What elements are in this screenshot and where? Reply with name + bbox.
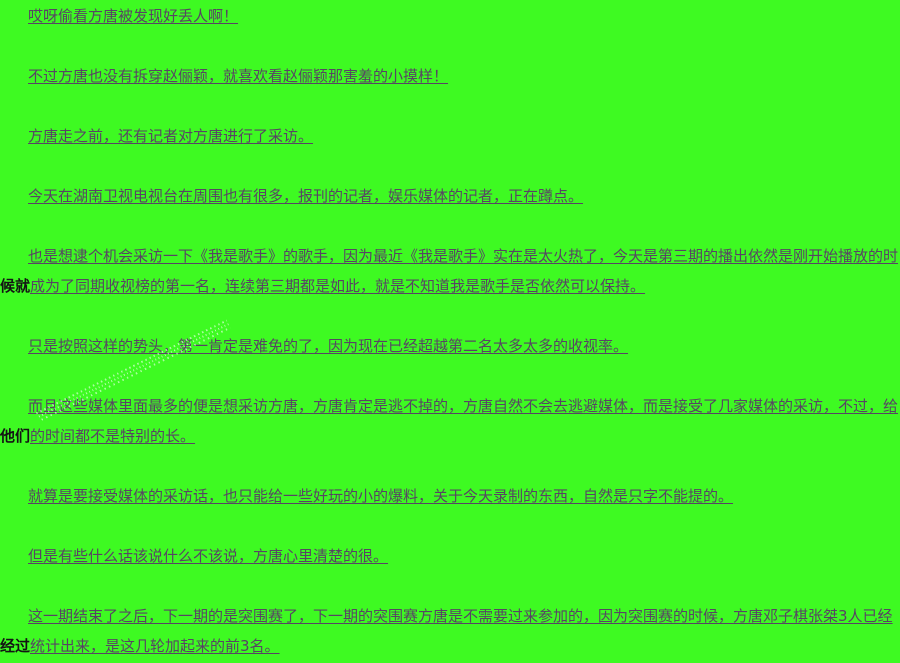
novel-paragraph: 哎呀偷看方唐被发现好丢人啊！ [0, 1, 900, 31]
paragraph-text-run: 这一期结束了之后，下一期的是突围赛了，下一期的突围赛方唐是不需要过来参加的，因为… [28, 607, 893, 625]
overflow-text-run: 经过 [0, 637, 31, 655]
paragraph-text-run: 统计出来，是这几轮加起来的前3名。 [30, 637, 280, 655]
paragraph-text-run: 哎呀偷看方唐被发现好丢人啊！ [28, 7, 239, 25]
overflow-text-run: 候就 [0, 277, 31, 295]
novel-paragraph: 只是按照这样的势头，第一肯定是难免的了，因为现在已经超越第二名太多太多的收视率。 [0, 331, 900, 361]
paragraph-text-run: 也是想逮个机会采访一下《我是歌手》的歌手，因为最近《我是歌手》实在是太火热了，今… [28, 247, 899, 265]
novel-paragraph: 而且这些媒体里面最多的便是想采访方唐，方唐肯定是逃不掉的，方唐自然不会去逃避媒体… [0, 391, 900, 451]
paragraph-text-run: 但是有些什么话该说什么不该说，方唐心里清楚的很。 [28, 547, 389, 565]
paragraph-text-run: 成为了同期收视榜的第一名，连续第三期都是如此，就是不知道我是歌手是否依然可以保持… [30, 277, 646, 295]
novel-paragraph: 今天在湖南卫视电视台在周围也有很多，报刊的记者，娱乐媒体的记者，正在蹲点。 [0, 181, 900, 211]
paragraph-text-run: 今天在湖南卫视电视台在周围也有很多，报刊的记者，娱乐媒体的记者，正在蹲点。 [28, 187, 584, 205]
paragraph-text-run: 而且这些媒体里面最多的便是想采访方唐，方唐肯定是逃不掉的，方唐自然不会去逃避媒体… [28, 397, 899, 415]
paragraph-text-run: 只是按照这样的势头，第一肯定是难免的了，因为现在已经超越第二名太多太多的收视率。 [28, 337, 629, 355]
overflow-text-run: 他们 [0, 427, 31, 445]
novel-paragraph: 不过方唐也没有拆穿赵俪颖，就喜欢看赵俪颖那害羞的小摸样！ [0, 61, 900, 91]
paragraph-text-run: 的时间都不是特别的长。 [30, 427, 196, 445]
paragraph-text-run: 方唐走之前，还有记者对方唐进行了采访。 [28, 127, 314, 145]
paragraph-text-run: 就算是要接受媒体的采访话，也只能给一些好玩的小的爆料，关于今天录制的东西，自然是… [28, 487, 734, 505]
novel-paragraph: 就算是要接受媒体的采访话，也只能给一些好玩的小的爆料，关于今天录制的东西，自然是… [0, 481, 900, 511]
novel-paragraph: 这一期结束了之后，下一期的是突围赛了，下一期的突围赛方唐是不需要过来参加的，因为… [0, 601, 900, 661]
novel-paragraph: 方唐走之前，还有记者对方唐进行了采访。 [0, 121, 900, 151]
novel-paragraph: 也是想逮个机会采访一下《我是歌手》的歌手，因为最近《我是歌手》实在是太火热了，今… [0, 241, 900, 301]
novel-paragraph: 但是有些什么话该说什么不该说，方唐心里清楚的很。 [0, 541, 900, 571]
paragraph-text-run: 不过方唐也没有拆穿赵俪颖，就喜欢看赵俪颖那害羞的小摸样！ [28, 67, 449, 85]
